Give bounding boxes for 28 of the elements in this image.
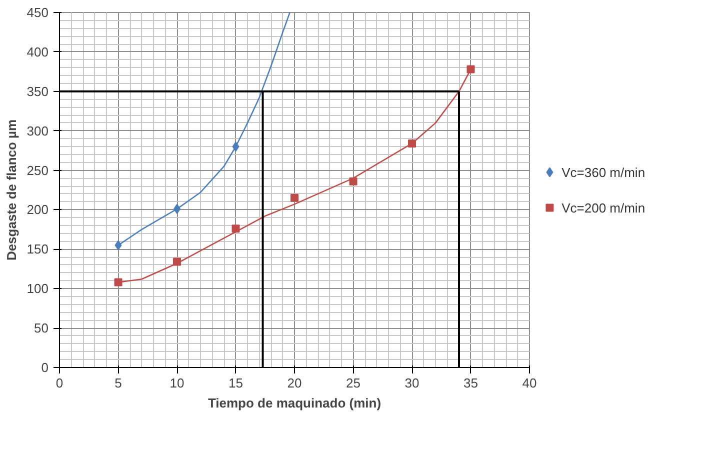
x-tick-label: 5 [114,376,122,390]
y-tick-label: 200 [26,202,49,218]
y-tick-label: 250 [26,162,49,178]
legend-label: Vc=200 m/min [562,200,646,216]
x-tick-label: 15 [228,376,243,390]
point [114,240,122,250]
point [466,65,475,74]
y-tick-label: 450 [26,5,49,20]
y-axis-title: Desgaste de flanco µm [4,119,19,261]
y-tick-label: 0 [41,360,49,375]
point [114,278,122,286]
x-tick-label: 40 [522,376,537,390]
x-tick-label: 35 [464,376,478,390]
x-tick-label: 20 [287,376,302,390]
y-tick-label: 350 [26,84,49,99]
point [349,177,358,186]
y-tick-label: 400 [26,44,49,60]
x-tick-label: 25 [346,376,360,390]
y-tick-label: 300 [26,123,49,138]
point [290,194,298,202]
x-tick-label: 30 [404,376,420,390]
y-tick-label: 100 [26,281,49,296]
x-tick-label: 0 [56,376,64,390]
y-tick-label: 50 [34,320,49,336]
x-axis-title: Tiempo de maquinado (min) [208,396,382,410]
y-tick-label: 150 [26,242,49,257]
x-tick-label: 10 [170,376,184,390]
legend-label: Vc=360 m/min [562,164,646,180]
